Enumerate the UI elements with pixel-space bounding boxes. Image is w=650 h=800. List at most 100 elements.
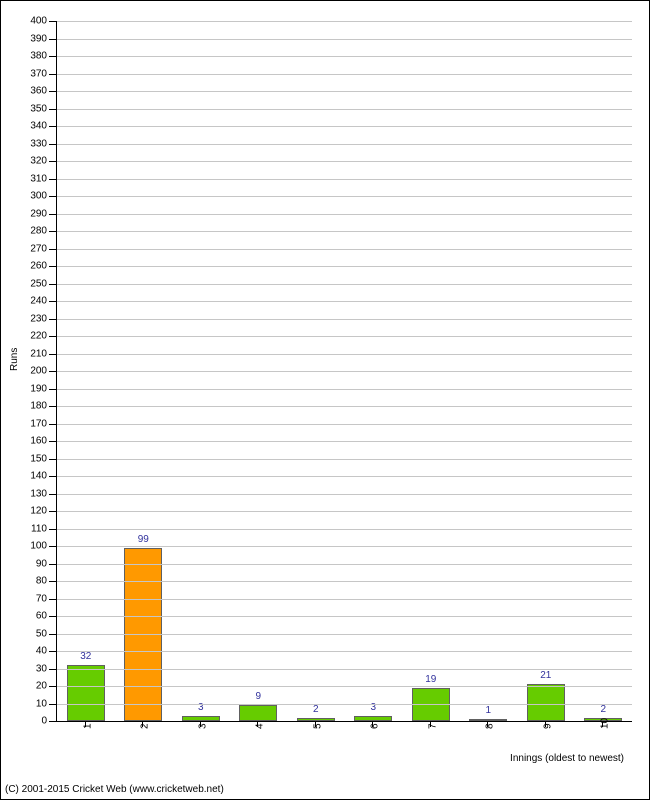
gridline bbox=[57, 109, 632, 110]
y-tick-label: 290 bbox=[30, 208, 47, 219]
gridline bbox=[57, 179, 632, 180]
y-tick-mark bbox=[49, 319, 56, 320]
gridline bbox=[57, 214, 632, 215]
y-tick-label: 60 bbox=[36, 611, 47, 622]
y-tick-mark bbox=[49, 599, 56, 600]
gridline bbox=[57, 336, 632, 337]
gridline bbox=[57, 126, 632, 127]
bar bbox=[239, 705, 277, 721]
gridline bbox=[57, 406, 632, 407]
gridline bbox=[57, 74, 632, 75]
gridline bbox=[57, 441, 632, 442]
gridline bbox=[57, 686, 632, 687]
y-tick-mark bbox=[49, 21, 56, 22]
gridline bbox=[57, 39, 632, 40]
y-tick-mark bbox=[49, 634, 56, 635]
gridline bbox=[57, 196, 632, 197]
y-tick-label: 50 bbox=[36, 628, 47, 639]
y-tick-mark bbox=[49, 126, 56, 127]
gridline bbox=[57, 371, 632, 372]
y-tick-mark bbox=[49, 651, 56, 652]
y-tick-label: 320 bbox=[30, 156, 47, 167]
bar-value-label: 21 bbox=[540, 670, 551, 681]
y-axis-ticks: 0102030405060708090100110120130140150160… bbox=[1, 21, 49, 721]
y-tick-mark bbox=[49, 424, 56, 425]
x-tick-label: 5 bbox=[312, 723, 323, 729]
y-tick-mark bbox=[49, 389, 56, 390]
bar-value-label: 99 bbox=[138, 534, 149, 545]
y-tick-label: 240 bbox=[30, 296, 47, 307]
y-tick-mark bbox=[49, 39, 56, 40]
gridline bbox=[57, 284, 632, 285]
y-tick-label: 150 bbox=[30, 453, 47, 464]
gridline bbox=[57, 564, 632, 565]
x-tick-label: 2 bbox=[140, 723, 151, 729]
gridline bbox=[57, 301, 632, 302]
bar bbox=[67, 665, 105, 721]
y-tick-mark bbox=[49, 371, 56, 372]
y-tick-label: 330 bbox=[30, 138, 47, 149]
gridline bbox=[57, 494, 632, 495]
y-tick-mark bbox=[49, 109, 56, 110]
x-tick-label: 8 bbox=[485, 723, 496, 729]
gridline bbox=[57, 56, 632, 57]
y-tick-mark bbox=[49, 266, 56, 267]
y-tick-mark bbox=[49, 721, 56, 722]
y-tick-label: 380 bbox=[30, 51, 47, 62]
y-axis-title: Runs bbox=[9, 348, 20, 371]
y-tick-label: 310 bbox=[30, 173, 47, 184]
y-tick-label: 100 bbox=[30, 541, 47, 552]
y-tick-label: 130 bbox=[30, 488, 47, 499]
y-tick-label: 200 bbox=[30, 366, 47, 377]
y-tick-label: 10 bbox=[36, 698, 47, 709]
y-tick-label: 80 bbox=[36, 576, 47, 587]
y-tick-label: 250 bbox=[30, 278, 47, 289]
y-tick-label: 340 bbox=[30, 121, 47, 132]
bar-value-label: 2 bbox=[313, 704, 319, 715]
y-tick-mark bbox=[49, 214, 56, 215]
y-tick-mark bbox=[49, 336, 56, 337]
y-tick-label: 360 bbox=[30, 86, 47, 97]
gridline bbox=[57, 704, 632, 705]
y-tick-mark bbox=[49, 511, 56, 512]
y-tick-label: 70 bbox=[36, 593, 47, 604]
copyright-text: (C) 2001-2015 Cricket Web (www.cricketwe… bbox=[5, 784, 224, 795]
y-tick-label: 230 bbox=[30, 313, 47, 324]
y-tick-mark bbox=[49, 284, 56, 285]
y-tick-mark bbox=[49, 144, 56, 145]
y-tick-label: 260 bbox=[30, 261, 47, 272]
y-tick-label: 180 bbox=[30, 401, 47, 412]
y-tick-label: 120 bbox=[30, 506, 47, 517]
gridline bbox=[57, 144, 632, 145]
y-tick-label: 20 bbox=[36, 681, 47, 692]
y-tick-label: 110 bbox=[31, 523, 47, 534]
y-tick-mark bbox=[49, 546, 56, 547]
bar-value-label: 1 bbox=[485, 705, 491, 716]
y-tick-mark bbox=[49, 686, 56, 687]
gridline bbox=[57, 634, 632, 635]
y-tick-mark bbox=[49, 74, 56, 75]
y-tick-mark bbox=[49, 56, 56, 57]
y-tick-label: 140 bbox=[30, 471, 47, 482]
y-tick-mark bbox=[49, 494, 56, 495]
plot-area: 32993923191212 bbox=[56, 21, 632, 722]
bar-value-label: 19 bbox=[425, 674, 436, 685]
x-axis-title: Innings (oldest to newest) bbox=[510, 753, 624, 764]
y-tick-mark bbox=[49, 196, 56, 197]
x-tick-label: 1 bbox=[82, 723, 93, 729]
gridline bbox=[57, 581, 632, 582]
bar-value-label: 2 bbox=[600, 704, 606, 715]
y-tick-mark bbox=[49, 179, 56, 180]
y-tick-mark bbox=[49, 249, 56, 250]
bar-value-label: 9 bbox=[255, 691, 261, 702]
y-tick-label: 30 bbox=[36, 663, 47, 674]
gridline bbox=[57, 266, 632, 267]
gridline bbox=[57, 599, 632, 600]
y-tick-label: 270 bbox=[30, 243, 47, 254]
y-tick-mark bbox=[49, 231, 56, 232]
gridline bbox=[57, 161, 632, 162]
gridline bbox=[57, 424, 632, 425]
y-tick-mark bbox=[49, 354, 56, 355]
chart-frame: 0102030405060708090100110120130140150160… bbox=[0, 0, 650, 800]
gridline bbox=[57, 546, 632, 547]
